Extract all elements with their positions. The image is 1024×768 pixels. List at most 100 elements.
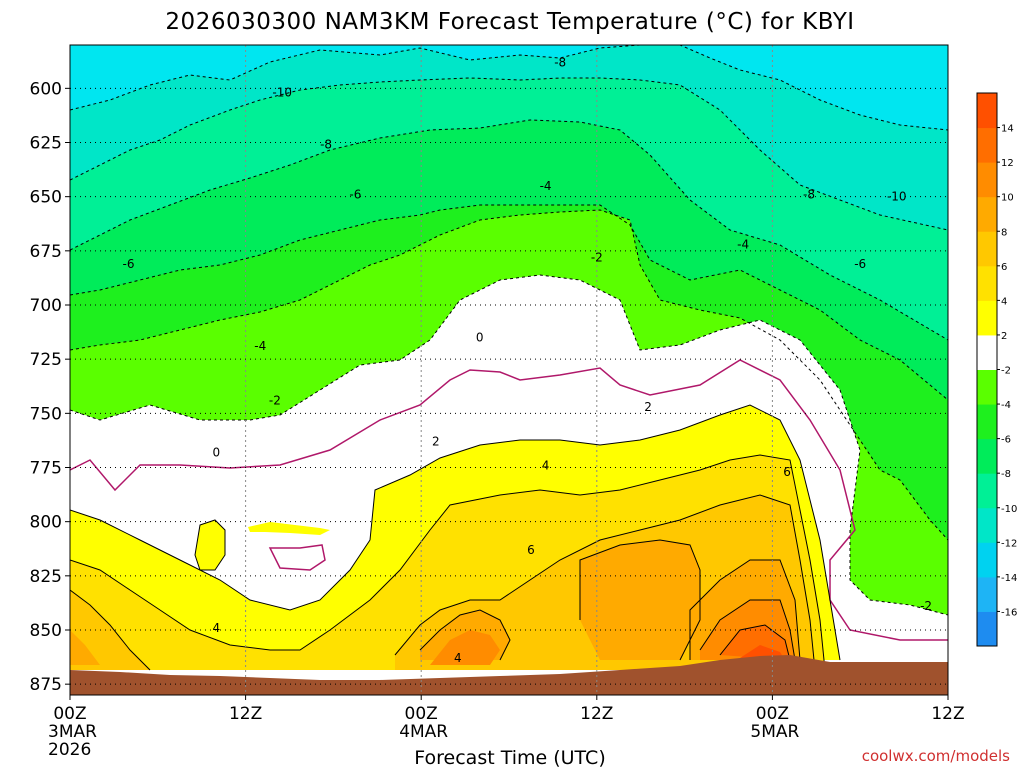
y-tick-label: 675 — [30, 242, 62, 262]
colorbar-swatch — [977, 231, 997, 267]
colorbar-swatch — [977, 438, 997, 474]
contour-plus2 — [70, 404, 841, 661]
contour-label: -4 — [737, 237, 749, 251]
contour-labels: -8 -10 -8 -6 -4 -8 -10 -6 -4 -6 -2 -4 0 -2 2 0 2 4 6 6 4 -2 4 — [123, 55, 932, 665]
colorbar-swatch — [977, 404, 997, 440]
colorbar-swatch — [977, 334, 997, 370]
contour-zero-ring-a — [268, 544, 326, 571]
y-tick-label: 700 — [30, 296, 62, 316]
contour-label: 2 — [644, 400, 652, 414]
contour-label: -6 — [854, 257, 866, 271]
contour-plus10 — [699, 599, 796, 661]
contour-plus4 — [70, 454, 826, 671]
contour-label: 4 — [213, 621, 221, 635]
colorbar-swatch — [977, 162, 997, 198]
contour-minus10 — [70, 45, 948, 131]
colorbar-label: -4 — [1001, 400, 1011, 411]
y-tick-label: 875 — [30, 675, 62, 695]
band-plus8 — [70, 540, 800, 665]
contour-label: -8 — [803, 188, 815, 202]
band-plus2-island-b — [248, 522, 330, 535]
colorbar-swatch — [977, 369, 997, 405]
colorbar-label: 10 — [1001, 193, 1014, 204]
terrain-fill — [70, 655, 948, 695]
y-tick-label: 600 — [30, 79, 62, 99]
colorbar-swatch — [977, 542, 997, 578]
x-tick-label: 00Z — [53, 704, 86, 724]
x-tick-label: 00Z — [756, 704, 789, 724]
colorbar-label: -2 — [1001, 366, 1011, 377]
x-tick-date: 4MAR — [399, 722, 448, 742]
colorbar-label: 4 — [1001, 296, 1007, 307]
positive-contours — [70, 404, 841, 671]
x-axis-title: Forecast Time (UTC) — [414, 747, 605, 768]
colorbar-swatch — [977, 576, 997, 612]
colorbar-swatch — [977, 93, 997, 129]
colorbar-label: -14 — [1001, 573, 1017, 584]
contour-plus8-c — [689, 559, 801, 661]
colorbar-swatch — [977, 127, 997, 163]
contour-plus6-left — [70, 589, 151, 671]
credit-text: coolwx.com/models — [862, 747, 1010, 765]
colorbar-label: -12 — [1001, 538, 1017, 549]
contour-minus6 — [70, 119, 948, 341]
contour-label: -6 — [349, 188, 361, 202]
contour-label: -4 — [254, 339, 266, 353]
contour-label: 0 — [213, 445, 221, 459]
y-axis: 600 625 650 675 700 725 750 775 800 825 850 875 — [30, 79, 70, 695]
contour-label: -8 — [320, 138, 332, 152]
colorbar-label: -8 — [1001, 469, 1011, 480]
y-tick-label: 625 — [30, 134, 62, 154]
contour-minus8 — [70, 77, 948, 231]
contour-label: 4 — [542, 458, 550, 472]
chart-title: 2026030300 NAM3KM Forecast Temperature (… — [165, 9, 854, 35]
plot-area: -8 -10 -8 -6 -4 -8 -10 -6 -4 -6 -2 -4 0 -2 2 0 2 4 6 6 4 -2 4 — [70, 45, 948, 695]
colorbar-swatch — [977, 611, 997, 647]
contour-label: -6 — [123, 257, 135, 271]
contour-label: 6 — [527, 543, 535, 557]
x-tick-label: 12Z — [931, 704, 964, 724]
contour-label: 2 — [432, 435, 440, 449]
y-tick-label: 725 — [30, 350, 62, 370]
contour-label: 0 — [476, 331, 484, 345]
colorbar: -16 -14 -12 -10 -8 -6 -4 -2 2 4 6 8 10 12 14 — [976, 92, 1017, 647]
x-tick-date: 5MAR — [750, 722, 799, 742]
contour-plus12 — [719, 624, 791, 661]
colorbar-label: -10 — [1001, 504, 1017, 515]
colorbar-label: -6 — [1001, 435, 1011, 446]
colorbar-label: 12 — [1001, 158, 1014, 169]
y-tick-label: 850 — [30, 621, 62, 641]
y-tick-label: 750 — [30, 404, 62, 424]
y-tick-label: 800 — [30, 513, 62, 533]
contour-label: 6 — [783, 465, 791, 479]
contour-label: -2 — [591, 250, 603, 264]
plot-frame — [69, 44, 949, 696]
y-tick-label: 775 — [30, 459, 62, 479]
band-plus10 — [430, 600, 795, 665]
contour-minus4 — [70, 204, 948, 401]
x-tick-label: 12Z — [229, 704, 262, 724]
y-tick-label: 825 — [30, 567, 62, 587]
colorbar-swatch — [977, 196, 997, 232]
band-plus2-island — [195, 520, 225, 570]
colorbar-swatch — [977, 265, 997, 301]
contour-zero — [70, 359, 948, 641]
contour-label: -10 — [887, 190, 907, 204]
contour-label: 4 — [454, 651, 462, 665]
contour-plus8-b — [579, 539, 701, 661]
colorbar-label: 2 — [1001, 331, 1007, 342]
colorbar-swatch — [977, 473, 997, 509]
x-tick-date: 3MAR — [48, 722, 97, 742]
x-tick-label: 12Z — [580, 704, 613, 724]
x-tick-year: 2026 — [48, 740, 91, 760]
colorbar-swatch — [977, 300, 997, 336]
contour-minus2 — [70, 209, 948, 541]
contour-label: -10 — [272, 86, 292, 100]
contour-plus6 — [394, 494, 816, 671]
contour-minus2-lower — [70, 274, 948, 616]
colorbar-label: -16 — [1001, 607, 1017, 618]
colorbar-swatch — [977, 507, 997, 543]
negative-contours — [70, 45, 948, 616]
